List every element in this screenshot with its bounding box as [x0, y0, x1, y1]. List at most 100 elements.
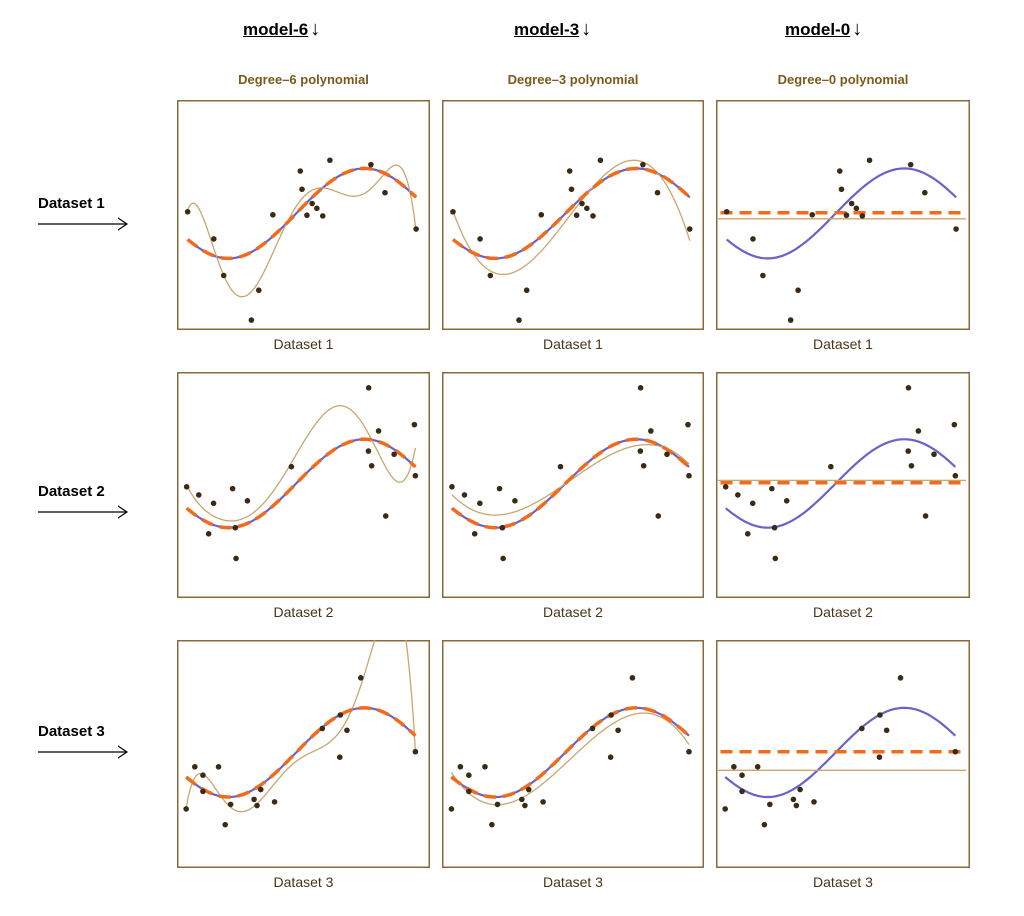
data-point	[489, 821, 495, 828]
data-point	[686, 226, 693, 232]
down-arrow-icon: ↓	[310, 18, 321, 40]
data-point	[222, 821, 228, 828]
panel-caption: Dataset 3	[813, 874, 873, 890]
data-point	[685, 421, 691, 428]
data-point	[686, 748, 692, 755]
panel-caption: Dataset 3	[543, 874, 603, 890]
data-point	[244, 498, 251, 504]
data-point	[411, 421, 418, 428]
expected-fit-curve	[185, 706, 417, 799]
data-point	[232, 524, 239, 531]
data-point	[838, 186, 845, 193]
plot-frame	[716, 372, 970, 598]
panel-subtitle: Degree–0 polynomial	[777, 72, 909, 87]
panel-caption: Dataset 2	[543, 604, 603, 620]
data-point	[951, 421, 958, 428]
plot-frame	[442, 372, 704, 598]
expected-fit-curve	[450, 437, 691, 530]
column-header-model-3: model-3 ↓	[514, 18, 591, 41]
plot-frame	[177, 372, 430, 598]
data-point	[908, 462, 915, 469]
row-label: Dataset 3	[38, 723, 105, 740]
data-point	[211, 236, 217, 242]
data-point	[557, 463, 564, 470]
fitted-curve	[185, 640, 417, 813]
data-point	[648, 428, 654, 434]
right-arrow-icon	[38, 217, 129, 231]
data-point	[540, 799, 546, 805]
data-point	[952, 472, 959, 479]
data-point	[722, 484, 729, 490]
data-point	[251, 796, 257, 803]
data-point	[589, 725, 596, 732]
data-point	[637, 448, 644, 454]
plot-panel-model-3-dataset-3	[442, 640, 704, 868]
data-point	[538, 211, 545, 218]
data-point	[412, 472, 419, 479]
data-point	[382, 513, 389, 519]
data-point	[448, 806, 455, 812]
data-point	[271, 799, 278, 805]
data-point	[220, 272, 227, 279]
panel-caption: Dataset 1	[813, 336, 873, 352]
data-point	[499, 524, 506, 531]
data-point	[357, 675, 364, 681]
column-header-label: model-3	[514, 20, 580, 39]
data-point	[449, 484, 455, 490]
data-point	[836, 168, 843, 174]
data-point	[413, 226, 419, 232]
data-point	[754, 763, 761, 770]
data-point	[210, 500, 217, 507]
plot-panel-model-3-dataset-2	[442, 372, 704, 598]
panel-caption: Dataset 3	[273, 874, 334, 890]
data-point	[608, 712, 614, 718]
data-point	[739, 772, 745, 779]
data-point	[477, 500, 483, 507]
data-point	[859, 213, 866, 219]
data-point	[584, 205, 590, 212]
panel-subtitle: Degree–6 polynomial	[238, 72, 369, 87]
true-curve	[724, 438, 957, 529]
data-point	[229, 485, 236, 492]
plot-frame	[716, 100, 970, 330]
right-arrow-icon	[38, 745, 129, 759]
data-point	[183, 484, 190, 490]
data-point	[907, 161, 914, 168]
data-point	[883, 727, 890, 734]
data-point	[761, 821, 768, 828]
panel-caption: Dataset 2	[273, 604, 334, 620]
data-point	[809, 211, 816, 218]
fitted-curve	[186, 405, 417, 522]
data-point	[482, 763, 488, 770]
data-point	[368, 161, 374, 168]
data-point	[477, 236, 483, 242]
data-point	[215, 763, 222, 770]
data-point	[270, 211, 276, 218]
plot-frame	[177, 640, 430, 868]
data-point	[375, 428, 382, 434]
data-point	[496, 485, 503, 492]
data-point	[412, 748, 419, 755]
data-point	[769, 485, 775, 492]
data-point	[953, 226, 959, 232]
data-point	[905, 385, 912, 391]
data-point	[735, 492, 741, 498]
data-point	[195, 492, 202, 498]
data-point	[767, 801, 773, 808]
data-point	[783, 498, 790, 504]
data-point	[512, 498, 518, 504]
data-point	[487, 272, 494, 279]
data-point	[382, 189, 388, 196]
data-point	[811, 799, 817, 805]
data-point	[866, 157, 873, 164]
plot-frame	[442, 640, 704, 868]
data-point	[749, 500, 756, 507]
data-point	[255, 287, 262, 294]
data-point	[516, 317, 522, 323]
data-point	[525, 786, 532, 793]
panel-caption: Dataset 1	[273, 336, 334, 352]
data-point	[254, 802, 260, 809]
data-point	[299, 186, 305, 193]
column-header-model-0: model-0 ↓	[785, 18, 862, 41]
data-point	[654, 189, 661, 196]
